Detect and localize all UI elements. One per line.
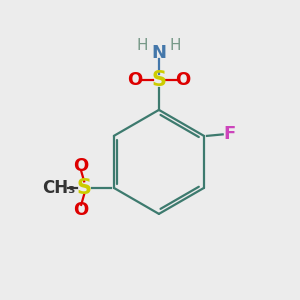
Text: O: O (74, 157, 89, 175)
Text: O: O (74, 201, 89, 219)
Text: O: O (175, 71, 190, 89)
Text: F: F (223, 125, 236, 143)
Text: H: H (137, 38, 148, 53)
Text: H: H (169, 38, 181, 53)
Text: S: S (152, 70, 166, 90)
Text: O: O (128, 71, 143, 89)
Text: N: N (152, 44, 166, 62)
Text: CH₃: CH₃ (42, 179, 76, 197)
Text: S: S (76, 178, 92, 198)
